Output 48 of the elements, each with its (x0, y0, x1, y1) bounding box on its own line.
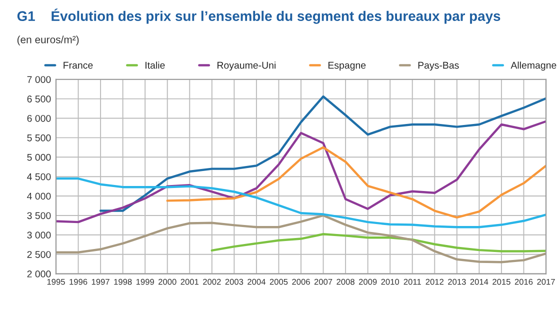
chart-title: G1 Évolution des prix sur l’ensemble du segment des bureaux par pays (17, 8, 500, 24)
legend-label: Pays-Bas (418, 62, 459, 71)
legend-label: Royaume-Uni (218, 62, 276, 71)
line-series (166, 146, 546, 219)
y-tick-label: 2 000 (27, 270, 51, 278)
x-tick-label: 2008 (336, 278, 354, 285)
x-tick-label: 2014 (470, 278, 488, 285)
x-tick-label: 2013 (448, 278, 466, 285)
x-tick-label: 2001 (180, 278, 198, 285)
x-tick-label: 2007 (314, 278, 332, 285)
x-tick-label: 2015 (492, 278, 510, 285)
x-tick-label: 1999 (136, 278, 154, 285)
y-tick-label: 6 000 (27, 114, 51, 122)
legend-label: France (64, 62, 93, 69)
y-tick-label: 4 000 (27, 192, 51, 200)
line-series (210, 233, 546, 252)
line-series (56, 214, 546, 264)
x-tick-label: 2009 (358, 278, 377, 285)
y-tick-label: 5 000 (27, 154, 51, 161)
legend-label: Italie (146, 62, 165, 69)
x-tick-label: 2011 (404, 278, 421, 285)
x-tick-label: 2012 (426, 278, 444, 285)
x-tick-label: 1996 (70, 278, 88, 285)
x-tick-label: 2000 (158, 278, 176, 285)
y-tick-label: 4 500 (27, 173, 51, 180)
x-tick-label: 2017 (537, 278, 555, 285)
chart-subtitle: (en euros/m²) (17, 36, 79, 46)
legend-label: Allemagne (510, 62, 556, 71)
line-series (56, 177, 546, 228)
line-series (56, 120, 546, 224)
y-tick-label: 6 500 (27, 96, 51, 102)
y-tick-label: 5 500 (27, 134, 51, 142)
x-tick-label: 2003 (225, 278, 244, 285)
x-tick-label: 2002 (203, 278, 221, 285)
x-tick-label: 1998 (114, 278, 132, 285)
y-tick-label: 7 000 (27, 76, 51, 83)
y-tick-label: 2 500 (27, 251, 51, 258)
x-tick-label: 1995 (47, 278, 65, 285)
y-tick-label: 3 000 (27, 232, 51, 239)
x-tick-label: 2010 (381, 278, 400, 285)
line-series (99, 95, 546, 212)
legend-label: Espagne (328, 62, 366, 71)
x-tick-label: 2006 (292, 278, 310, 285)
x-tick-label: 2005 (270, 278, 288, 285)
x-tick-label: 2004 (248, 278, 266, 285)
y-tick-label: 3 500 (27, 212, 51, 220)
x-tick-label: 1997 (92, 278, 110, 285)
x-tick-label: 2016 (514, 278, 533, 285)
